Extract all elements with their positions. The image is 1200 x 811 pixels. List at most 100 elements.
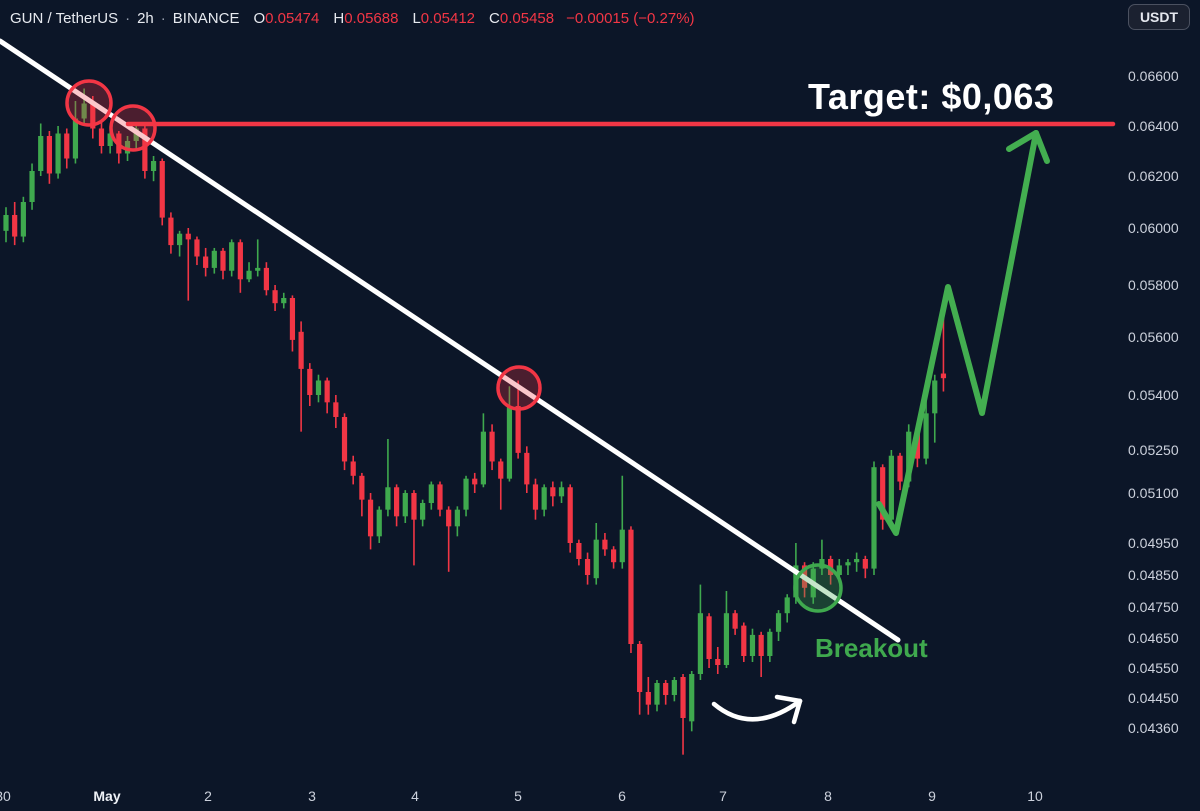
- candle-up: [854, 559, 860, 563]
- breakout-label[interactable]: Breakout: [815, 633, 928, 663]
- currency-toggle-button[interactable]: USDT: [1128, 4, 1190, 30]
- candle-down: [168, 217, 174, 246]
- chart-canvas[interactable]: [0, 0, 1120, 780]
- price-tick: 0.05600: [1128, 329, 1179, 345]
- candle-up: [81, 103, 87, 119]
- candle-up: [932, 380, 938, 414]
- ohlc-high-label: H: [333, 9, 345, 27]
- candle-down: [142, 128, 148, 171]
- candle-up: [836, 565, 842, 575]
- candle-down: [185, 233, 191, 240]
- trendline-touch-circle[interactable]: [109, 104, 157, 152]
- candle-up: [906, 431, 912, 482]
- zigzag-arrowhead: [1006, 130, 1039, 152]
- price-tick: 0.04850: [1128, 567, 1179, 583]
- breakout-circle[interactable]: [793, 563, 843, 613]
- candle-up: [463, 478, 469, 510]
- trendline-touch-circle[interactable]: [65, 79, 113, 127]
- ohlc-open-value: 0.05474: [265, 9, 320, 27]
- candle-down: [663, 683, 669, 695]
- candle-up: [619, 529, 625, 563]
- price-tick: 0.05250: [1128, 442, 1179, 458]
- ohlc-high-value: 0.05688: [344, 9, 399, 27]
- legend-separator: ·: [160, 9, 166, 27]
- candle-up: [749, 634, 756, 656]
- time-tick: 10: [1027, 788, 1043, 804]
- candle-down: [472, 478, 478, 485]
- candle-down: [515, 406, 521, 453]
- candle-down: [341, 417, 348, 462]
- time-tick: May: [93, 788, 121, 804]
- candle-up: [29, 171, 35, 202]
- candle-up: [454, 509, 460, 527]
- exchange-label[interactable]: BINANCE: [172, 9, 240, 27]
- candle-down: [880, 467, 886, 520]
- candle-down: [333, 402, 339, 417]
- candle-down: [550, 487, 556, 497]
- candle-up: [55, 133, 61, 174]
- candle-up: [150, 161, 157, 171]
- price-tick: 0.06000: [1128, 220, 1179, 236]
- ohlc-close-value: 0.05458: [499, 9, 555, 27]
- candle-down: [90, 103, 96, 129]
- price-tick: 0.05100: [1128, 485, 1179, 501]
- symbol-legend[interactable]: GUN / TetherUS · 2h · BINANCE O 0.05474 …: [10, 8, 695, 28]
- trendline-touch-circle[interactable]: [496, 365, 542, 411]
- candle-down: [289, 298, 296, 340]
- candle-up: [281, 298, 287, 304]
- bounce-arrow[interactable]: [711, 698, 803, 722]
- time-tick: 3: [308, 788, 316, 804]
- price-tick: 0.04550: [1128, 660, 1179, 676]
- candle-up: [671, 680, 677, 695]
- candle-down: [350, 461, 356, 476]
- zigzag-arrowhead: [1033, 130, 1050, 164]
- candle-up: [376, 509, 382, 537]
- candle-up: [255, 267, 261, 271]
- candle-down: [489, 431, 495, 462]
- candle-down: [437, 484, 443, 510]
- candle-up: [593, 539, 599, 579]
- candle-up: [177, 233, 183, 246]
- candle-down: [611, 549, 617, 563]
- time-tick: 6: [618, 788, 626, 804]
- time-tick: 9: [928, 788, 936, 804]
- candle-down: [307, 368, 313, 395]
- candle-down: [203, 256, 209, 268]
- ohlc-low-value: 0.05412: [420, 9, 476, 27]
- zigzag-projection-arrow[interactable]: [876, 130, 1039, 536]
- candle-down: [532, 484, 539, 510]
- candle-up: [697, 613, 703, 674]
- candle-up: [775, 613, 782, 632]
- candle-down: [367, 499, 374, 537]
- candle-down: [862, 559, 868, 569]
- candle-down: [359, 475, 365, 500]
- time-tick: 7: [719, 788, 727, 804]
- price-tick: 0.06600: [1128, 68, 1179, 84]
- price-tick: 0.06200: [1128, 168, 1179, 184]
- candle-down: [194, 239, 200, 257]
- legend-separator: ·: [125, 9, 131, 27]
- candle-down: [602, 539, 608, 550]
- candle-down: [645, 692, 651, 705]
- price-axis[interactable]: 0.06600 0.06400 0.06200 0.06000 0.05800 0.056…: [1120, 0, 1200, 780]
- time-tick: 4: [411, 788, 419, 804]
- candle-down: [628, 529, 634, 644]
- candle-up: [923, 413, 929, 459]
- ohlc-close-label: C: [489, 9, 500, 27]
- symbol-name[interactable]: GUN / TetherUS: [10, 9, 119, 27]
- time-tick: 30: [0, 788, 11, 804]
- candle-up: [38, 136, 44, 171]
- candle-up: [689, 674, 695, 722]
- target-price-label[interactable]: Target: $0,063: [808, 76, 1055, 117]
- candle-up: [124, 141, 131, 154]
- time-axis[interactable]: 30 May 2 3 4 5 6 7 8 9 10: [0, 780, 1120, 811]
- candle-down: [64, 133, 70, 159]
- candle-down: [715, 659, 721, 665]
- price-tick: 0.05400: [1128, 387, 1179, 403]
- price-tick: 0.04950: [1128, 535, 1179, 551]
- candle-up: [480, 431, 486, 485]
- price-tick: 0.04360: [1128, 720, 1179, 736]
- interval-label[interactable]: 2h: [137, 9, 154, 27]
- candle-up: [229, 242, 235, 271]
